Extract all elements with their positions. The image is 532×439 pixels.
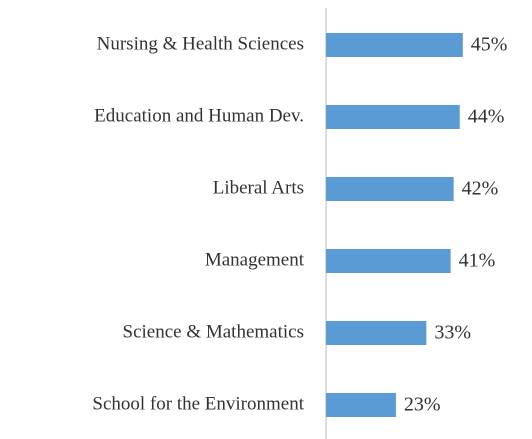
- bar: [326, 321, 427, 345]
- value-label: 23%: [404, 394, 441, 416]
- value-label: 44%: [468, 106, 505, 128]
- category-label: Education and Human Dev.: [94, 105, 304, 126]
- bar: [326, 393, 396, 417]
- category-label: Liberal Arts: [213, 177, 304, 198]
- category-label: Nursing & Health Sciences: [97, 33, 304, 54]
- value-label: 33%: [434, 322, 471, 344]
- bar: [326, 33, 463, 57]
- bar: [326, 249, 451, 273]
- bar: [326, 105, 460, 129]
- category-label: Science & Mathematics: [123, 321, 305, 342]
- category-label: Management: [205, 249, 305, 270]
- value-label: 41%: [459, 250, 496, 272]
- value-label: 45%: [471, 34, 508, 56]
- value-label: 42%: [462, 178, 499, 200]
- bar: [326, 177, 454, 201]
- category-label: School for the Environment: [92, 393, 304, 414]
